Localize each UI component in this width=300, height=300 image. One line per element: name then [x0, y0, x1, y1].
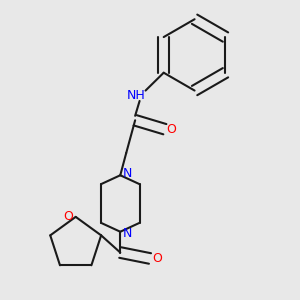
Text: NH: NH: [127, 88, 146, 101]
Text: N: N: [123, 167, 132, 180]
Text: O: O: [63, 210, 73, 224]
Text: O: O: [166, 123, 176, 136]
Text: O: O: [152, 252, 162, 265]
Text: N: N: [123, 227, 132, 240]
